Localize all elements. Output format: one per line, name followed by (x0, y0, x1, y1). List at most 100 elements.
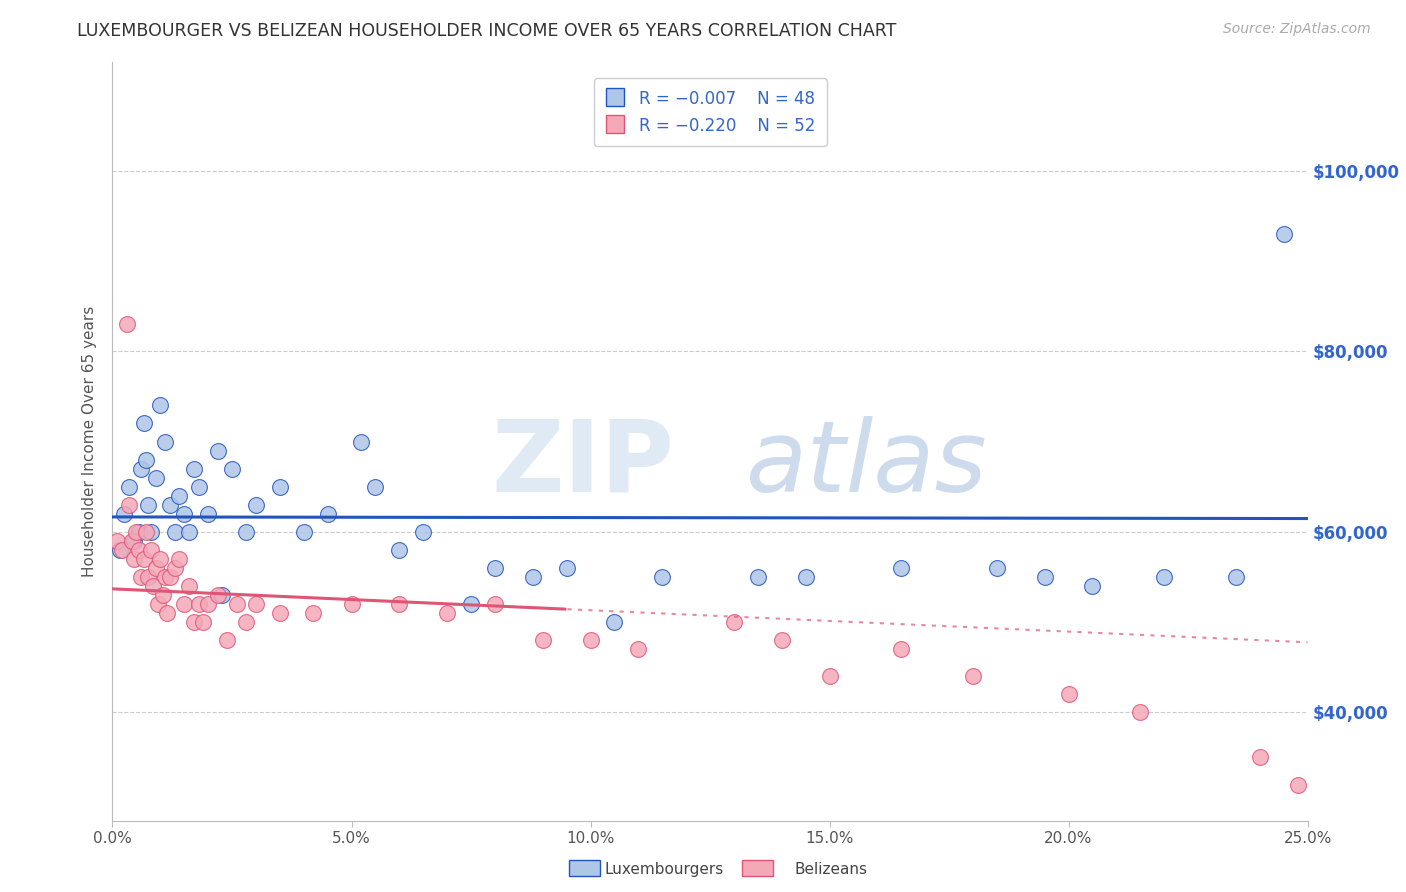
Point (818, 669, 841, 683)
Point (132, 552, 155, 566)
Point (460, 597, 482, 611)
Point (1153, 570, 1175, 584)
Point (139, 524, 162, 539)
Point (1225, 570, 1247, 584)
Point (135, 452, 157, 467)
Point (747, 570, 769, 584)
Point (986, 561, 1008, 575)
Text: ZIP: ZIP (491, 416, 675, 513)
Point (412, 524, 434, 539)
Point (1272, 227, 1295, 241)
Point (1286, 778, 1309, 792)
Point (770, 633, 793, 648)
Point (197, 507, 219, 521)
Point (173, 597, 195, 611)
Point (531, 633, 554, 648)
Point (269, 606, 291, 620)
Text: LUXEMBOURGER VS BELIZEAN HOUSEHOLDER INCOME OVER 65 YEARS CORRELATION CHART: LUXEMBOURGER VS BELIZEAN HOUSEHOLDER INC… (77, 22, 897, 40)
Point (177, 524, 200, 539)
Point (302, 606, 325, 620)
Point (193, 615, 215, 629)
Point (225, 597, 247, 611)
Point (114, 507, 135, 521)
Point (269, 480, 291, 494)
Point (159, 498, 181, 512)
Point (316, 507, 339, 521)
Point (173, 507, 195, 521)
Point (146, 597, 169, 611)
Point (118, 480, 141, 494)
Point (128, 524, 150, 539)
Legend: R = −0.007    N = 48, R = −0.220    N = 52: R = −0.007 N = 48, R = −0.220 N = 52 (593, 78, 827, 146)
Point (108, 542, 131, 557)
Point (169, 552, 191, 566)
Point (207, 443, 229, 458)
Point (187, 597, 209, 611)
Point (794, 570, 817, 584)
Point (169, 489, 191, 503)
Point (122, 552, 145, 566)
Point (1081, 579, 1104, 593)
Point (217, 633, 239, 648)
Point (555, 561, 578, 575)
Point (522, 570, 544, 584)
Point (152, 588, 174, 602)
Point (105, 533, 128, 548)
Point (187, 480, 209, 494)
Point (207, 588, 229, 602)
Point (651, 570, 673, 584)
Point (1129, 706, 1152, 720)
Point (484, 561, 506, 575)
Point (211, 588, 233, 602)
Point (723, 615, 745, 629)
Point (235, 615, 257, 629)
Point (579, 633, 602, 648)
Point (484, 597, 506, 611)
Point (364, 480, 387, 494)
Point (183, 461, 205, 475)
Point (128, 542, 150, 557)
Point (221, 461, 243, 475)
Point (149, 552, 172, 566)
Point (890, 561, 912, 575)
Point (177, 579, 200, 593)
Y-axis label: Householder Income Over 65 years: Householder Income Over 65 years (82, 306, 97, 577)
Point (115, 317, 138, 331)
Point (197, 597, 219, 611)
Point (962, 669, 984, 683)
Point (149, 399, 172, 413)
Point (292, 524, 315, 539)
Point (245, 498, 267, 512)
Point (138, 570, 160, 584)
Point (145, 470, 167, 484)
Text: Source: ZipAtlas.com: Source: ZipAtlas.com (1223, 22, 1371, 37)
Point (163, 524, 186, 539)
Point (153, 434, 176, 449)
Point (388, 542, 411, 557)
Point (145, 561, 167, 575)
Point (183, 615, 205, 629)
Point (159, 570, 181, 584)
Point (138, 498, 160, 512)
Point (121, 533, 143, 548)
Point (1249, 750, 1271, 764)
Text: Luxembourgers: Luxembourgers (605, 863, 724, 877)
Point (125, 524, 148, 539)
Point (350, 434, 373, 449)
Text: Belizeans: Belizeans (794, 863, 868, 877)
Point (1057, 687, 1080, 701)
Point (135, 524, 157, 539)
Point (153, 570, 176, 584)
Point (111, 542, 134, 557)
Point (627, 642, 650, 657)
Point (132, 417, 155, 431)
Point (890, 642, 912, 657)
Point (139, 542, 162, 557)
Point (388, 597, 411, 611)
Point (163, 561, 186, 575)
Point (118, 498, 141, 512)
Point (235, 524, 257, 539)
Point (142, 579, 165, 593)
Text: atlas: atlas (747, 416, 987, 513)
Point (245, 597, 267, 611)
